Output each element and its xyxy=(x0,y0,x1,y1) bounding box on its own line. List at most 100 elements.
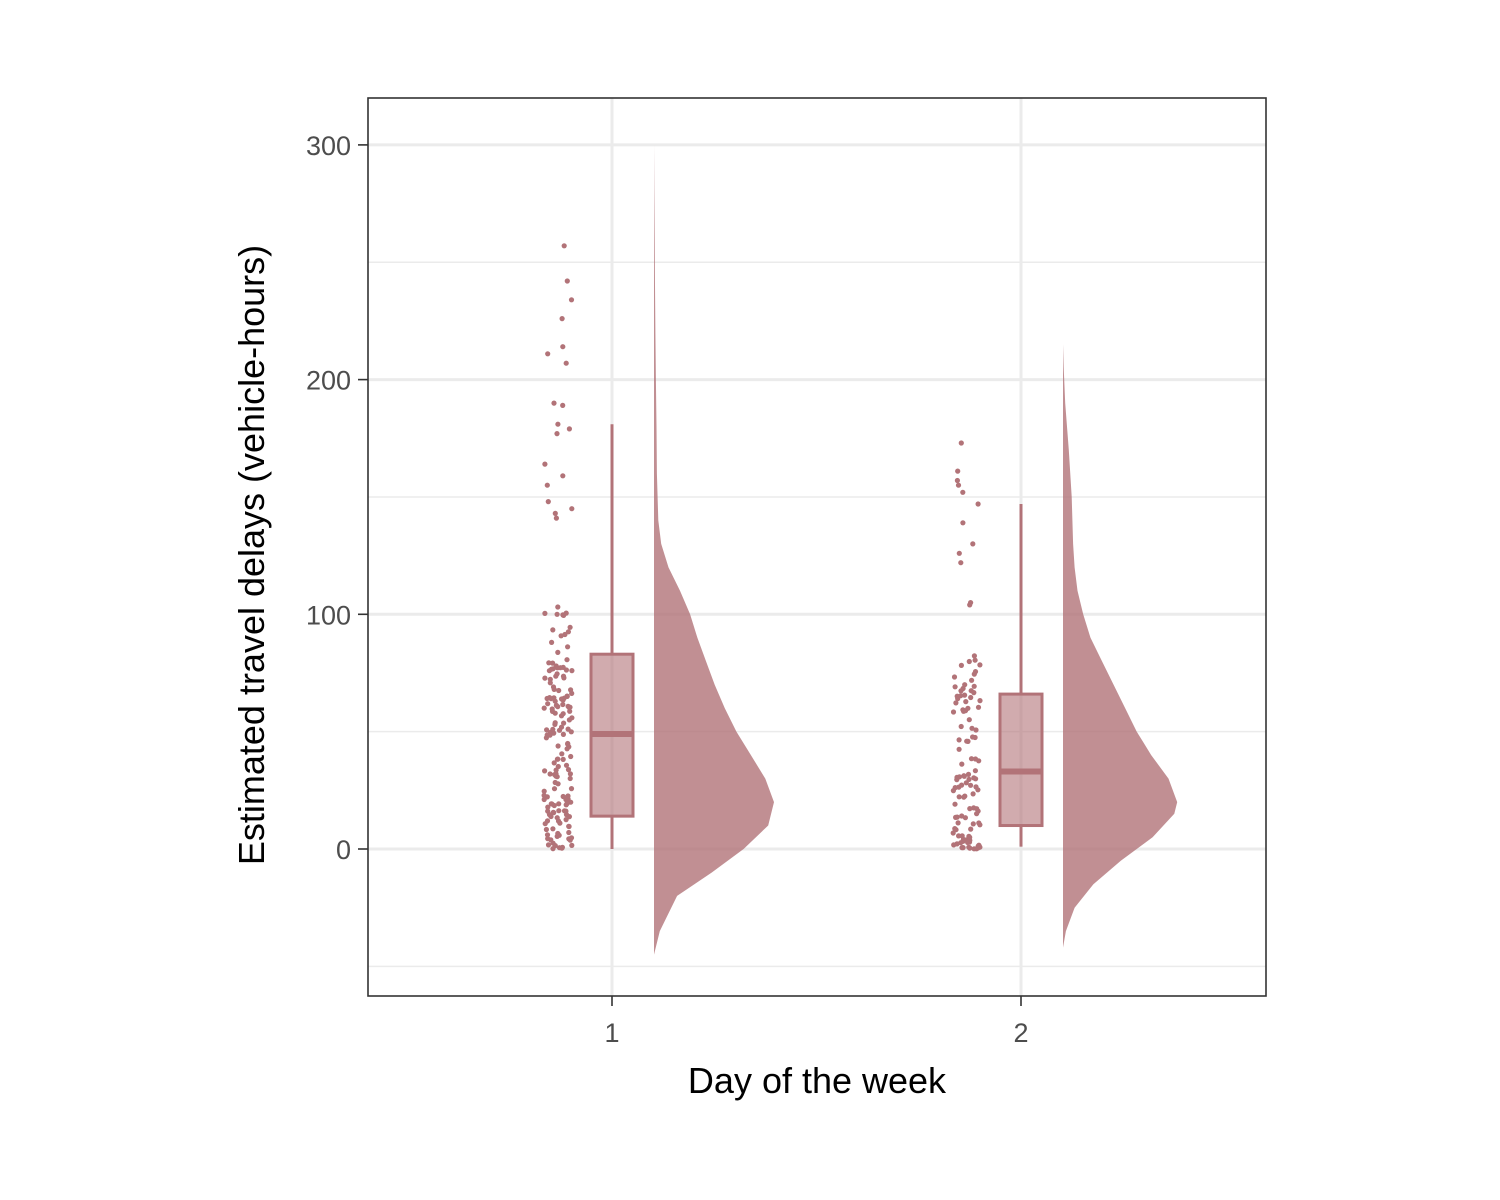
data-point xyxy=(555,815,560,820)
data-point xyxy=(554,768,559,773)
data-point xyxy=(963,815,968,820)
data-point xyxy=(558,665,563,670)
data-point xyxy=(565,793,570,798)
data-point xyxy=(954,777,959,782)
data-point xyxy=(549,801,554,806)
data-point xyxy=(957,737,962,742)
data-point xyxy=(569,729,574,734)
data-point xyxy=(544,727,549,732)
data-point xyxy=(556,808,561,813)
data-point xyxy=(565,644,570,649)
data-point xyxy=(569,835,574,840)
density-half-violin xyxy=(1063,344,1177,947)
data-point xyxy=(542,462,547,467)
data-point xyxy=(966,777,971,782)
data-point xyxy=(567,717,572,722)
data-point xyxy=(566,830,571,835)
data-point xyxy=(967,659,972,664)
data-point xyxy=(560,403,565,408)
data-point xyxy=(971,821,976,826)
data-point xyxy=(562,632,567,637)
data-point xyxy=(555,422,560,427)
data-point xyxy=(554,516,559,521)
data-point xyxy=(553,780,558,785)
data-point xyxy=(552,687,557,692)
data-point xyxy=(958,688,963,693)
data-point xyxy=(567,426,572,431)
data-point xyxy=(959,663,964,668)
data-point xyxy=(961,795,966,800)
data-point xyxy=(555,831,560,836)
data-point xyxy=(561,674,566,679)
data-point xyxy=(543,821,548,826)
data-point xyxy=(556,688,561,693)
data-point xyxy=(957,551,962,556)
data-point xyxy=(548,677,553,682)
data-point xyxy=(971,775,976,780)
data-point xyxy=(973,735,978,740)
data-point xyxy=(567,814,572,819)
data-point xyxy=(557,728,562,733)
data-point xyxy=(544,827,549,832)
data-point xyxy=(977,662,982,667)
data-point xyxy=(556,801,561,806)
data-point xyxy=(952,674,957,679)
box-iqr xyxy=(1000,694,1042,825)
data-point xyxy=(954,841,959,846)
data-point xyxy=(967,717,972,722)
data-point xyxy=(542,611,547,616)
data-point xyxy=(568,771,573,776)
data-point xyxy=(549,640,554,645)
x-axis-title: Day of the week xyxy=(688,1060,947,1101)
data-point xyxy=(975,787,980,792)
data-point xyxy=(951,709,956,714)
data-point xyxy=(561,757,566,762)
data-point xyxy=(569,786,574,791)
data-point xyxy=(559,751,564,756)
data-point xyxy=(546,842,551,847)
data-point xyxy=(567,705,572,710)
data-point xyxy=(553,674,558,679)
data-point xyxy=(970,541,975,546)
data-point xyxy=(551,841,556,846)
data-point xyxy=(968,695,973,700)
data-point xyxy=(566,744,571,749)
data-point xyxy=(961,773,966,778)
data-point xyxy=(966,772,971,777)
data-point xyxy=(542,793,547,798)
data-point xyxy=(973,756,978,761)
data-point xyxy=(550,727,555,732)
data-point xyxy=(972,672,977,677)
data-point xyxy=(554,703,559,708)
data-point xyxy=(564,657,569,662)
data-point xyxy=(959,440,964,445)
data-point xyxy=(555,612,560,617)
data-point xyxy=(959,845,964,850)
data-point xyxy=(965,739,970,744)
data-point xyxy=(550,826,555,831)
raincloud-group-2 xyxy=(951,344,1178,947)
data-point xyxy=(953,684,958,689)
data-point xyxy=(553,711,558,716)
data-point xyxy=(973,768,978,773)
data-point xyxy=(555,650,560,655)
data-point xyxy=(969,678,974,683)
data-point xyxy=(967,602,972,607)
data-point xyxy=(955,694,960,699)
data-point xyxy=(568,754,573,759)
data-point xyxy=(977,698,982,703)
data-point xyxy=(972,684,977,689)
data-point xyxy=(977,822,982,827)
data-point xyxy=(542,706,547,711)
data-point xyxy=(560,316,565,321)
data-point xyxy=(967,806,972,811)
data-point xyxy=(963,699,968,704)
data-point xyxy=(567,824,572,829)
data-point xyxy=(542,768,547,773)
data-point xyxy=(560,473,565,478)
data-point xyxy=(550,627,555,632)
data-point xyxy=(561,732,566,737)
gridlines xyxy=(368,98,1266,996)
data-point xyxy=(968,827,973,832)
